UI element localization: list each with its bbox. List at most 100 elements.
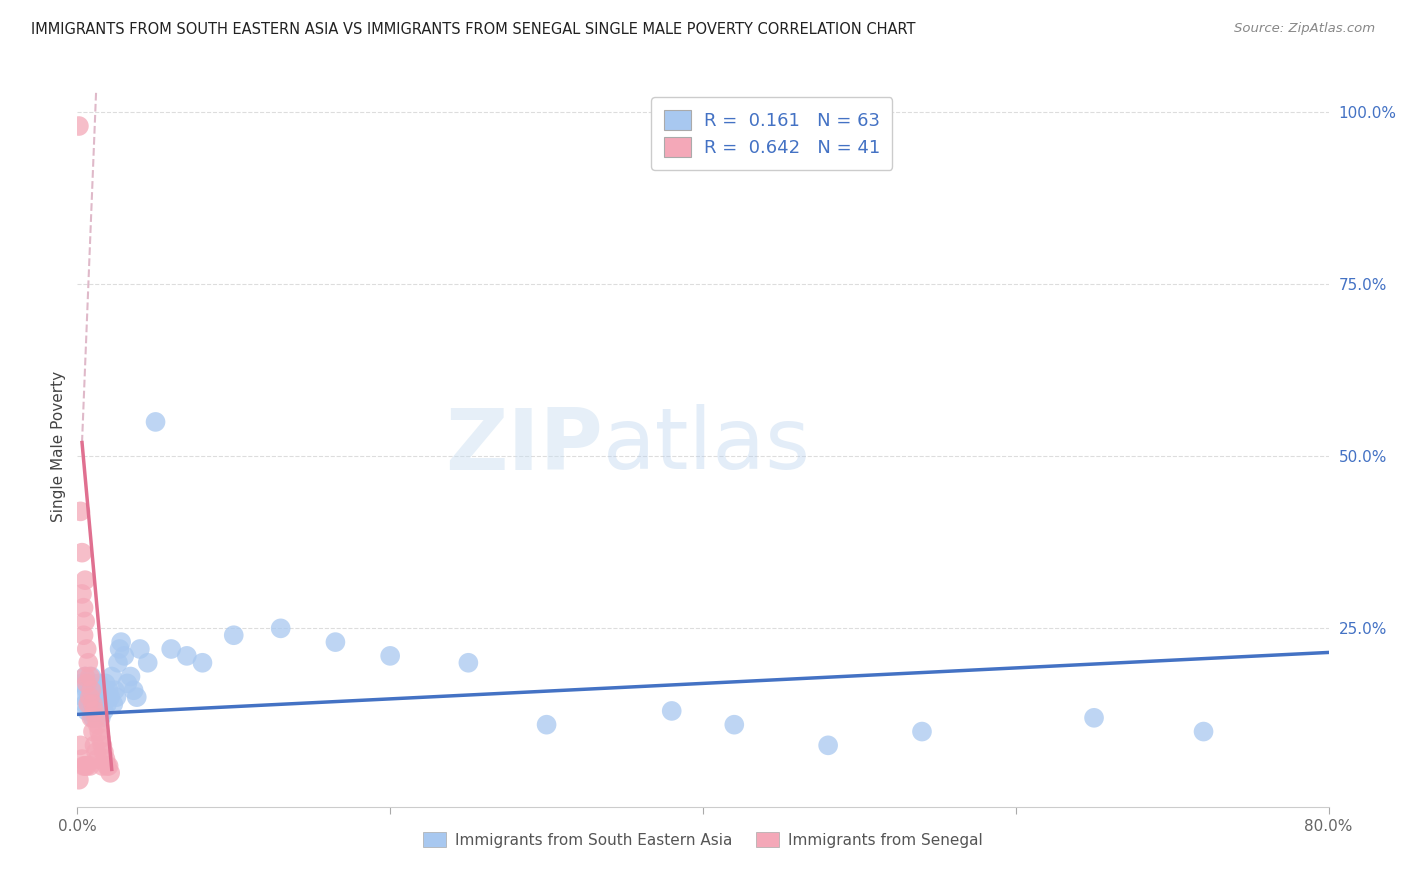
Point [160, 642, 183, 657]
Point [191, 656, 214, 670]
Point [86, 697, 108, 711]
Point [117, 676, 139, 690]
Point [82, 697, 104, 711]
Point [72, 600, 94, 615]
Text: Source: ZipAtlas.com: Source: ZipAtlas.com [1234, 22, 1375, 36]
Point [76, 704, 98, 718]
Point [80, 669, 103, 683]
Point [145, 415, 167, 429]
Point [79, 690, 101, 705]
Point [76, 759, 98, 773]
Point [82, 724, 104, 739]
Point [911, 724, 934, 739]
Point [98, 690, 121, 705]
Point [82, 690, 104, 705]
Point [70, 676, 93, 690]
Point [107, 656, 129, 670]
Point [75, 759, 97, 773]
Point [94, 752, 117, 766]
Point [77, 676, 100, 690]
Point [83, 697, 105, 711]
Point [79, 683, 101, 698]
Point [723, 717, 745, 731]
Point [83, 683, 105, 698]
Point [122, 683, 145, 698]
Point [67, 119, 90, 133]
Point [69, 504, 91, 518]
Point [112, 648, 135, 663]
Point [76, 642, 98, 657]
Point [77, 656, 100, 670]
Text: IMMIGRANTS FROM SOUTH EASTERN ASIA VS IMMIGRANTS FROM SENEGAL SINGLE MALE POVERT: IMMIGRANTS FROM SOUTH EASTERN ASIA VS IM… [31, 22, 915, 37]
Point [86, 683, 108, 698]
Point [97, 683, 120, 698]
Point [120, 669, 142, 683]
Point [70, 752, 93, 766]
Point [77, 690, 100, 705]
Point [91, 683, 114, 698]
Point [93, 745, 115, 759]
Point [80, 704, 103, 718]
Point [1083, 711, 1105, 725]
Point [80, 711, 103, 725]
Point [380, 648, 402, 663]
Point [100, 669, 122, 683]
Point [82, 676, 104, 690]
Point [84, 711, 107, 725]
Point [79, 697, 101, 711]
Point [84, 690, 107, 705]
Point [90, 731, 112, 746]
Point [82, 711, 104, 725]
Point [75, 669, 97, 683]
Point [110, 635, 132, 649]
Y-axis label: Single Male Poverty: Single Male Poverty [51, 370, 66, 522]
Point [86, 752, 108, 766]
Point [104, 683, 127, 698]
Point [270, 621, 292, 635]
Point [91, 697, 114, 711]
Point [93, 704, 115, 718]
Point [89, 676, 111, 690]
Point [72, 759, 94, 773]
Legend: Immigrants from South Eastern Asia, Immigrants from Senegal: Immigrants from South Eastern Asia, Immi… [418, 826, 988, 854]
Point [83, 704, 105, 718]
Point [97, 759, 120, 773]
Point [83, 739, 105, 753]
Point [90, 690, 112, 705]
Point [72, 628, 94, 642]
Point [89, 724, 111, 739]
Point [67, 772, 90, 787]
Point [86, 717, 108, 731]
Point [76, 676, 98, 690]
Point [661, 704, 683, 718]
Point [103, 697, 125, 711]
Point [75, 573, 97, 587]
Point [89, 704, 111, 718]
Point [105, 690, 128, 705]
Point [75, 697, 97, 711]
Point [325, 635, 347, 649]
Point [76, 683, 98, 698]
Text: atlas: atlas [603, 404, 811, 488]
Point [84, 745, 107, 759]
Point [90, 711, 112, 725]
Point [222, 628, 245, 642]
Point [457, 656, 479, 670]
Point [96, 697, 118, 711]
Point [125, 690, 148, 705]
Point [129, 642, 152, 657]
Point [136, 656, 159, 670]
Point [72, 690, 94, 705]
Point [817, 739, 839, 753]
Point [69, 739, 91, 753]
Point [98, 765, 121, 780]
Point [1192, 724, 1215, 739]
Point [93, 690, 115, 705]
Point [96, 759, 118, 773]
Point [80, 683, 103, 698]
Point [108, 642, 131, 657]
Point [94, 676, 117, 690]
Point [70, 546, 93, 560]
Point [75, 669, 97, 683]
Point [70, 587, 93, 601]
